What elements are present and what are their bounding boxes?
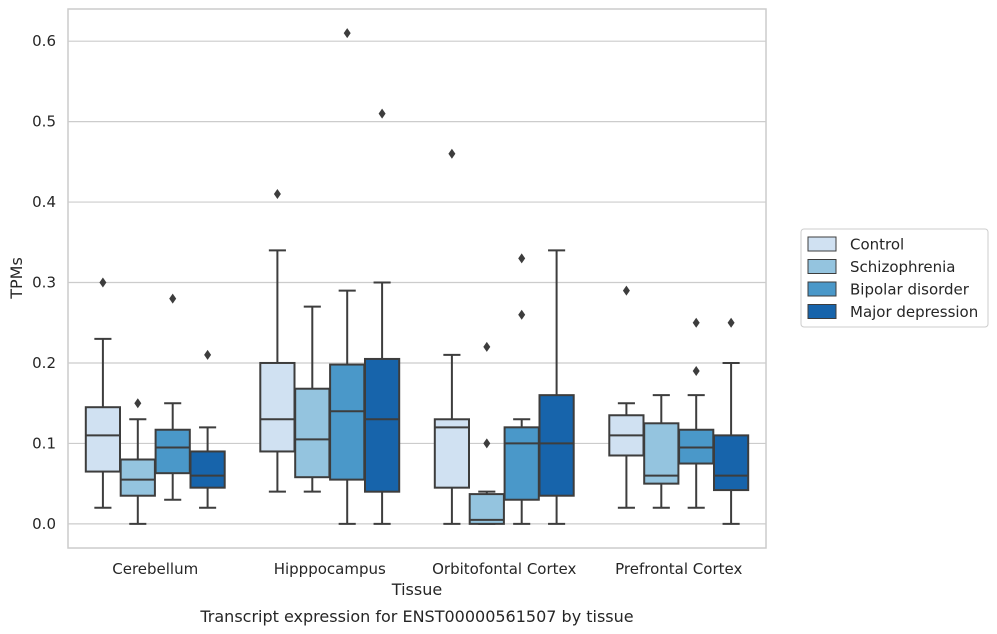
x-tick-label: Hipppocampus <box>274 560 386 578</box>
x-axis-label: Tissue <box>391 580 442 599</box>
box <box>294 387 331 479</box>
x-tick-label: Cerebellum <box>112 560 198 578</box>
figure-caption: Transcript expression for ENST0000056150… <box>199 607 633 626</box>
outlier-point <box>483 341 491 352</box>
outlier-point <box>518 309 526 320</box>
outlier-point <box>692 366 700 377</box>
y-tick-labels: 0.0 0.1 0.2 0.3 0.4 0.5 0.6 <box>32 32 56 533</box>
box <box>329 363 366 481</box>
plot-frame <box>67 8 767 549</box>
outlier-point <box>483 438 491 449</box>
legend-swatch <box>807 236 837 252</box>
outlier-point <box>134 398 142 409</box>
outlier-point <box>622 285 630 296</box>
outlier-point <box>273 189 281 200</box>
y-tick-label: 0.4 <box>32 193 56 211</box>
outlier-point <box>518 253 526 264</box>
box-series-group <box>84 28 750 525</box>
box <box>363 357 401 493</box>
outlier-point <box>378 108 386 119</box>
x-tick-label: Orbitofontal Cortex <box>432 560 576 578</box>
box <box>643 422 680 485</box>
legend-label: Major depression <box>850 303 978 321</box>
legend: Control Schizophrenia Bipolar disorder Majo… <box>800 228 989 328</box>
legend-label: Schizophrenia <box>850 258 955 276</box>
y-axis-label: TPMs <box>7 257 26 300</box>
box <box>712 434 750 492</box>
y-tick-label: 0.6 <box>32 32 56 50</box>
box <box>538 394 575 497</box>
outlier-point <box>99 277 107 288</box>
y-tick-label: 0.5 <box>32 113 56 131</box>
x-tick-label: Prefrontal Cortex <box>615 560 742 578</box>
box <box>259 361 296 453</box>
legend-label: Bipolar disorder <box>850 281 970 299</box>
y-tick-label: 0.2 <box>32 354 56 372</box>
box <box>154 428 191 475</box>
legend-swatch <box>807 281 837 297</box>
legend-frame <box>800 228 989 328</box>
outlier-point <box>169 293 177 304</box>
outlier-point <box>692 317 700 328</box>
x-tick-labels: Cerebellum Hipppocampus Orbitofontal Corte… <box>112 560 742 578</box>
box <box>503 426 540 501</box>
box <box>84 406 122 473</box>
box <box>189 450 226 489</box>
legend-label: Control <box>850 236 904 254</box>
box <box>433 418 471 489</box>
legend-swatch <box>807 304 837 319</box>
y-tick-label: 0.1 <box>32 434 56 452</box>
outlier-point <box>727 317 735 328</box>
outlier-point <box>204 349 212 360</box>
box <box>119 458 156 497</box>
y-tick-label: 0.0 <box>32 515 56 533</box>
outlier-point <box>343 28 351 39</box>
y-tick-label: 0.3 <box>32 274 56 292</box>
legend-swatch <box>807 259 837 274</box>
outlier-point <box>448 148 456 159</box>
